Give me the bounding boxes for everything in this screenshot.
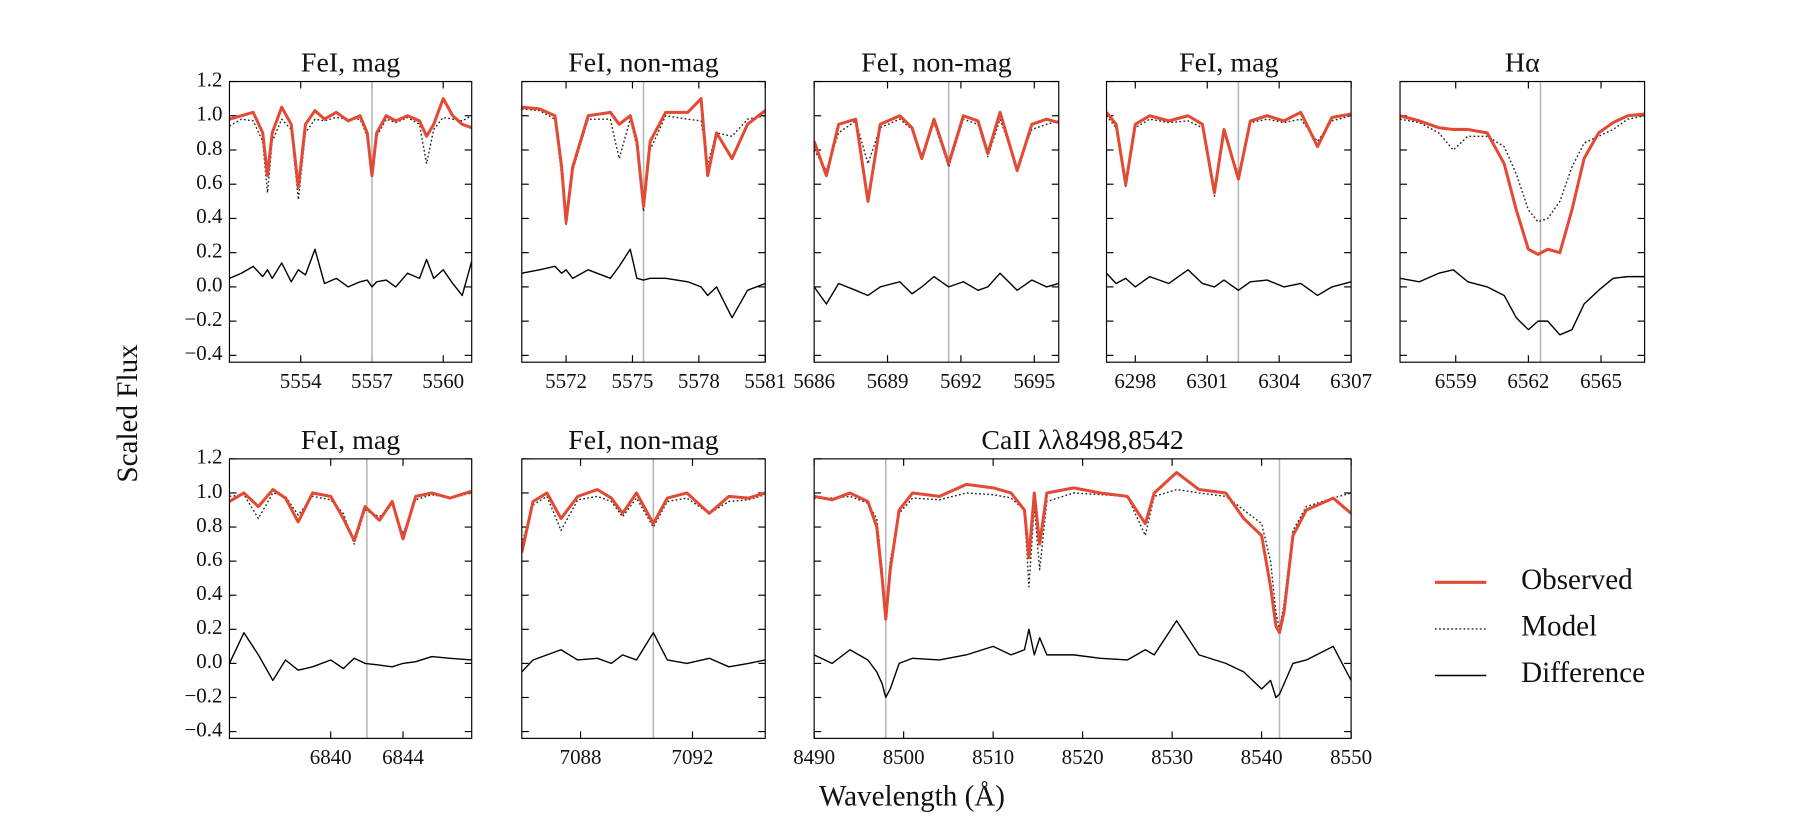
axes-frame — [1399, 80, 1646, 363]
series-line — [521, 488, 766, 553]
x-tick-label: 5572 — [545, 369, 587, 393]
panel: 5686 5689 5692 5695 FeI, non-mag — [793, 48, 1060, 393]
panel: −0.4 −0.2 0.0 0.2 0.4 0.6 0.8 1.0 1.2 6840 6844 FeI… — [184, 425, 473, 769]
x-tick-label: 8490 — [793, 745, 835, 769]
legend-label: Observed — [1521, 564, 1633, 596]
x-tick-label: 6840 — [310, 745, 352, 769]
y-tick-label: 0.2 — [196, 238, 222, 262]
x-tick-label: 5689 — [867, 369, 909, 393]
series-line — [1106, 110, 1352, 195]
x-tick-label: 6304 — [1258, 369, 1300, 393]
series-line — [521, 97, 766, 224]
x-tick-label: 6562 — [1507, 369, 1549, 393]
series-line — [521, 493, 766, 545]
panel: −0.4 −0.2 0.0 0.2 0.4 0.6 0.8 1.0 1.2 5554 5557 556… — [184, 48, 473, 393]
x-tick-label: 5554 — [280, 369, 322, 393]
series-line — [814, 110, 1059, 203]
x-tick-label: 6565 — [1580, 369, 1622, 393]
legend-label: Difference — [1521, 657, 1645, 689]
axes-frame — [521, 80, 766, 363]
legend-label: Model — [1521, 611, 1597, 643]
x-tick-label: 5560 — [422, 369, 464, 393]
x-tick-label: 7088 — [560, 745, 602, 769]
x-tick-label: 5695 — [1013, 369, 1055, 393]
x-tick-label: 8550 — [1330, 745, 1372, 769]
series-line — [1400, 115, 1645, 223]
x-tick-label: 8530 — [1151, 745, 1193, 769]
y-tick-label: 0.6 — [196, 547, 222, 571]
x-tick-label: 6559 — [1435, 369, 1477, 393]
panel-title: Hα — [1505, 48, 1540, 79]
legend: Observed Model Difference — [1434, 564, 1645, 689]
x-tick-label: 6298 — [1114, 369, 1156, 393]
x-tick-label: 5686 — [793, 369, 835, 393]
panel-title: FeI, mag — [301, 425, 400, 456]
y-tick-label: 0.4 — [196, 581, 223, 605]
x-tick-label: 7092 — [672, 745, 714, 769]
y-axis-label: Scaled Flux — [112, 344, 144, 483]
axes-frame — [813, 80, 1060, 363]
x-tick-label: 8510 — [972, 745, 1014, 769]
y-tick-label: 0.2 — [196, 615, 222, 639]
x-tick-label: 8540 — [1241, 745, 1283, 769]
y-tick-label: 0.4 — [196, 204, 223, 228]
series-line — [521, 632, 766, 673]
series-line — [229, 632, 472, 682]
y-tick-label: 1.2 — [196, 67, 222, 91]
y-tick-label: 1.2 — [196, 445, 222, 469]
series-line — [814, 470, 1352, 635]
panel-title: CaII λλ8498,8542 — [981, 425, 1183, 456]
axes-frame — [521, 458, 766, 739]
axes-frame — [1105, 80, 1352, 363]
y-tick-label: −0.2 — [184, 307, 222, 331]
x-tick-label: 6844 — [382, 745, 424, 769]
x-tick-label: 6301 — [1186, 369, 1228, 393]
y-tick-label: −0.4 — [184, 341, 223, 365]
panel: 5572 5575 5578 5581 FeI, non-mag — [521, 48, 786, 393]
y-tick-label: 0.6 — [196, 170, 222, 194]
x-tick-label: 5575 — [612, 369, 654, 393]
y-tick-label: 1.0 — [196, 102, 222, 126]
y-tick-label: 0.8 — [196, 513, 222, 537]
series-line — [814, 620, 1352, 699]
y-tick-label: −0.4 — [184, 717, 223, 741]
panel-title: FeI, mag — [1179, 48, 1278, 79]
x-tick-label: 8500 — [883, 745, 925, 769]
y-tick-label: 1.0 — [196, 479, 222, 503]
axes-frame — [228, 80, 473, 363]
series-line — [521, 248, 766, 319]
x-tick-label: 6307 — [1330, 369, 1372, 393]
axes-frame — [228, 458, 473, 739]
y-tick-label: 0.0 — [196, 649, 222, 673]
axes-frame — [813, 458, 1352, 739]
panel-title: FeI, non-mag — [861, 48, 1012, 79]
x-tick-label: 8520 — [1062, 745, 1104, 769]
series-line — [1400, 269, 1645, 336]
series-line — [229, 97, 472, 190]
series-line — [1400, 112, 1645, 256]
panel: 8490 8500 8510 8520 8530 8540 8550 CaII λλ8498,… — [793, 425, 1372, 769]
panel: 7088 7092 FeI, non-mag — [521, 425, 766, 769]
x-tick-label: 5692 — [940, 369, 982, 393]
x-tick-label: 5557 — [351, 369, 393, 393]
panel: 6298 6301 6304 6307 FeI, mag — [1105, 48, 1372, 393]
series-line — [229, 488, 472, 543]
x-tick-label: 5578 — [678, 369, 720, 393]
series-line — [814, 488, 1352, 631]
series-line — [1106, 269, 1352, 297]
panel-title: FeI, non-mag — [568, 48, 719, 79]
panel-title: FeI, non-mag — [568, 425, 719, 456]
panel: 6559 6562 6565 Hα — [1399, 48, 1646, 393]
panel-title: FeI, mag — [301, 48, 400, 79]
series-line — [229, 248, 472, 297]
y-tick-label: 0.8 — [196, 136, 222, 160]
x-axis-label: Wavelength (Å) — [819, 781, 1005, 813]
series-line — [1106, 115, 1352, 197]
y-tick-label: 0.0 — [196, 273, 222, 297]
y-tick-label: −0.2 — [184, 683, 222, 707]
series-line — [814, 272, 1059, 305]
x-tick-label: 5581 — [744, 369, 786, 393]
